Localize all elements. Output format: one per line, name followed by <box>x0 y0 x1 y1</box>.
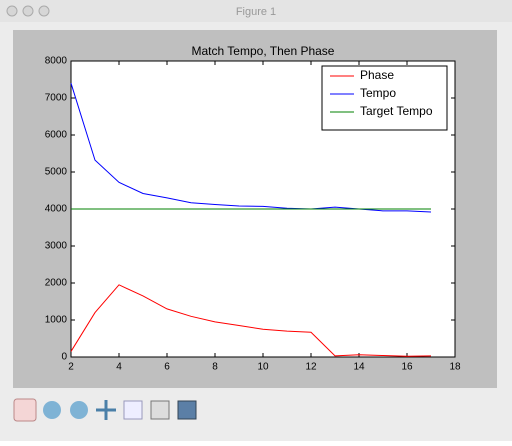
pan-button[interactable] <box>96 400 116 420</box>
y-tick-label: 3000 <box>45 241 68 252</box>
x-tick-label: 8 <box>212 362 218 373</box>
back-button[interactable] <box>43 401 61 419</box>
close-button[interactable] <box>6 5 18 17</box>
y-tick-label: 7000 <box>45 93 68 104</box>
title-bar <box>0 0 512 22</box>
x-tick-label: 4 <box>116 362 122 373</box>
y-tick-label: 4000 <box>45 204 68 215</box>
home-button[interactable] <box>13 398 37 422</box>
y-tick-label: 6000 <box>45 130 68 141</box>
series-line <box>70 284 432 357</box>
minimize-button[interactable] <box>22 5 34 17</box>
forward-button[interactable] <box>70 401 88 419</box>
x-tick-label: 6 <box>164 362 170 373</box>
subplots-button[interactable] <box>150 400 170 420</box>
y-tick-label: 2000 <box>45 278 68 289</box>
legend-label: Phase <box>360 68 394 82</box>
zoom-button[interactable] <box>38 5 50 17</box>
legend-label: Target Tempo <box>360 104 433 118</box>
x-tick-label: 18 <box>449 362 461 373</box>
x-tick-label: 16 <box>401 362 413 373</box>
save-button[interactable] <box>177 400 197 420</box>
y-tick-label: 8000 <box>45 56 68 67</box>
chart-title: Match Tempo, Then Phase <box>192 44 335 58</box>
zoom-rect-button[interactable] <box>123 400 143 420</box>
x-tick-label: 14 <box>353 362 365 373</box>
legend-box <box>321 65 448 131</box>
series-line <box>70 83 432 213</box>
legend-label: Tempo <box>360 86 396 100</box>
y-tick-label: 0 <box>61 352 67 363</box>
x-tick-label: 12 <box>305 362 317 373</box>
toolbar <box>13 398 197 422</box>
y-tick-label: 1000 <box>45 315 68 326</box>
x-tick-label: 2 <box>68 362 74 373</box>
x-tick-label: 10 <box>257 362 269 373</box>
window-title: Figure 1 <box>236 6 276 18</box>
y-tick-label: 5000 <box>45 167 68 178</box>
